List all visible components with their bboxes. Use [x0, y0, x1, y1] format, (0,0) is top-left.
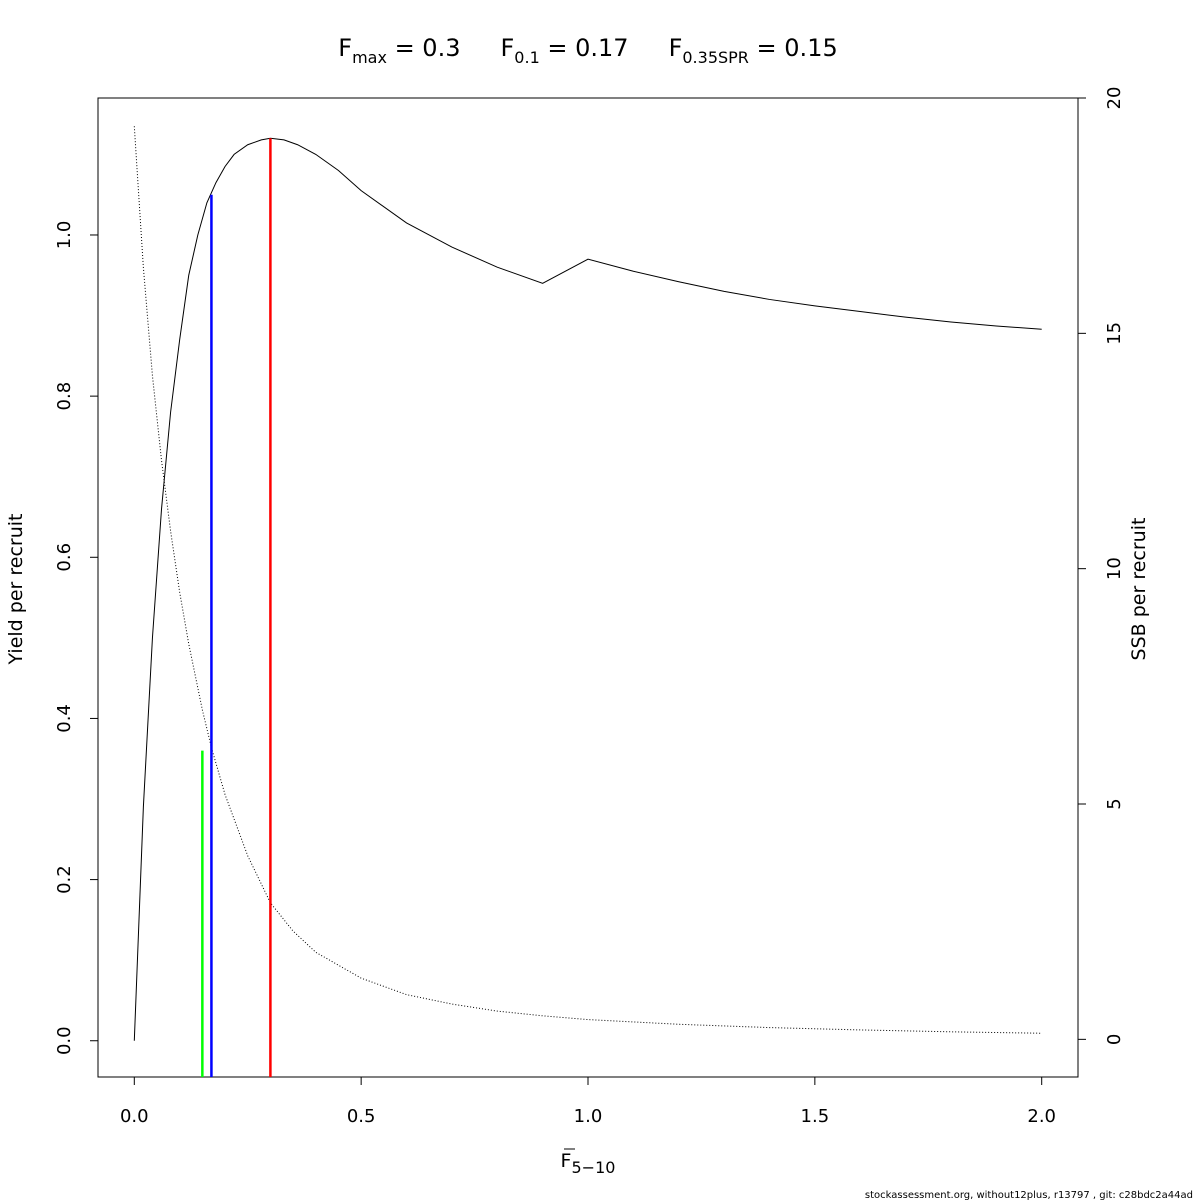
title-part-1: F	[500, 34, 514, 62]
x-tick-label: 0.0	[120, 1106, 149, 1127]
chart-title: Fmax = 0.3 F0.1 = 0.17 F0.35SPR = 0.15	[338, 34, 837, 67]
y-tick-label: 0.2	[54, 865, 75, 894]
x-axis-label: F5−10	[561, 1150, 616, 1177]
footer-note: stockassessment.org, without12plus, r137…	[865, 1190, 1193, 1200]
y2-tick-label: 0	[1104, 1034, 1125, 1045]
x-tick-label: 0.5	[347, 1106, 376, 1127]
title-part-0: F	[338, 34, 352, 62]
title-part-sub-0: max	[352, 48, 387, 67]
y2-tick-label: 5	[1104, 798, 1125, 809]
y-tick-label: 0.8	[54, 382, 75, 411]
y-axis-right: 0 5 10 15 20	[1078, 87, 1125, 1045]
x-axis-label-sub: 5−10	[571, 1158, 615, 1177]
plot-frame	[97, 97, 1079, 1078]
y2-tick-label: 20	[1104, 87, 1125, 110]
title-part-sub-2: 0.35SPR	[682, 48, 749, 67]
reference-lines	[201, 138, 272, 1077]
y-tick-label: 0.4	[54, 704, 75, 733]
x-axis-label-main: F	[561, 1150, 572, 1172]
series-group	[133, 126, 1042, 1041]
y-tick-label: 0.0	[54, 1026, 75, 1055]
title-part-sub-1: 0.1	[514, 48, 539, 67]
title-part-2: F	[669, 34, 683, 62]
title-part-value-1: = 0.17	[540, 34, 629, 62]
yield-per-recruit-line	[133, 137, 1042, 1041]
y-axis-left: 0.0 0.2 0.4 0.6 0.8 1.0	[54, 221, 98, 1055]
y-axis-label: Yield per recruit	[5, 514, 27, 666]
x-axis: 0.0 0.5 1.0 1.5 2.0	[120, 1077, 1056, 1127]
x-tick-label: 2.0	[1027, 1106, 1056, 1127]
y2-tick-label: 10	[1104, 557, 1125, 580]
x-tick-label: 1.0	[574, 1106, 603, 1127]
y-tick-label: 0.6	[54, 543, 75, 572]
title-part-value-0: = 0.3	[387, 34, 461, 62]
y2-tick-label: 15	[1104, 322, 1125, 345]
y2-axis-label: SSB per recruit	[1128, 518, 1150, 661]
title-part-value-2: = 0.15	[749, 34, 838, 62]
x-tick-label: 1.5	[801, 1106, 830, 1127]
y-tick-label: 1.0	[54, 221, 75, 250]
